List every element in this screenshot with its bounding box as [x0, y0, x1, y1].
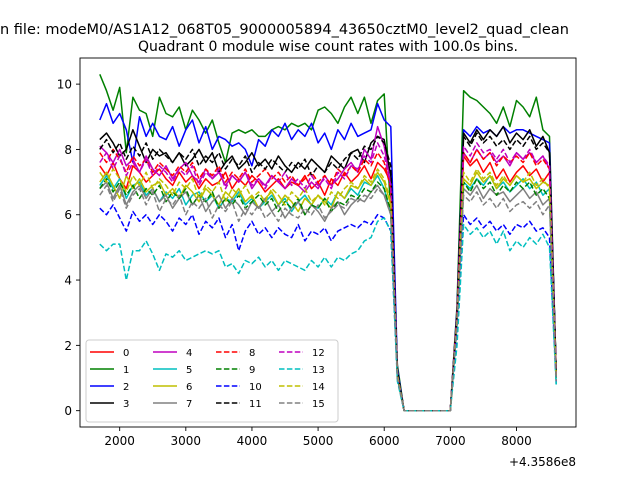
y-tick-label: 2: [64, 339, 72, 353]
x-tick-label: 8000: [501, 434, 532, 448]
x-tick-label: 4000: [237, 434, 268, 448]
x-tick-label: 5000: [303, 434, 334, 448]
series-layer: [99, 74, 557, 412]
series-line-10: [99, 204, 557, 412]
x-tick-label: 6000: [369, 434, 400, 448]
legend-label-2: 2: [123, 382, 129, 393]
legend-label-12: 12: [312, 348, 325, 359]
x-offset-label: +4.3586e8: [509, 455, 576, 469]
legend-label-4: 4: [186, 348, 192, 359]
legend-label-6: 6: [186, 382, 192, 393]
y-tick-label: 4: [64, 274, 72, 288]
y-axis-ticks: 0 2 4 6 8 10: [57, 78, 80, 418]
legend-label-1: 1: [123, 365, 129, 376]
plot-frame: [79, 57, 577, 428]
x-tick-label: 2000: [104, 434, 135, 448]
legend-label-9: 9: [249, 365, 255, 376]
chart-title: Quadrant 0 module wise count rates with …: [138, 39, 518, 55]
x-axis-ticks: 2000 3000 4000 5000 6000 7000 8000: [104, 427, 532, 448]
legend-label-10: 10: [249, 382, 262, 393]
y-tick-label: 0: [64, 404, 72, 418]
series-line-1: [99, 74, 557, 412]
series-line-14: [99, 168, 557, 412]
figure-suptitle: n file: modeM0/AS1A12_068T05_9000005894_…: [0, 22, 569, 38]
legend-label-0: 0: [123, 348, 129, 359]
legend-label-7: 7: [186, 399, 192, 410]
legend-frame: [85, 339, 339, 423]
x-tick-label: 3000: [171, 434, 202, 448]
legend-label-3: 3: [123, 399, 129, 410]
y-tick-label: 8: [64, 143, 72, 157]
legend-label-8: 8: [249, 348, 255, 359]
series-line-13: [99, 217, 557, 412]
series-line-9: [99, 178, 557, 412]
y-tick-label: 10: [57, 78, 72, 92]
legend-label-15: 15: [312, 399, 325, 410]
series-line-2: [99, 102, 557, 412]
legend-label-5: 5: [186, 365, 192, 376]
legend-label-13: 13: [312, 365, 325, 376]
series-line-12: [99, 142, 557, 412]
y-tick-label: 6: [64, 208, 72, 222]
x-tick-label: 7000: [435, 434, 466, 448]
series-line-11: [99, 132, 557, 412]
series-line-15: [99, 184, 557, 412]
series-line-8: [99, 148, 557, 412]
series-line-0: [99, 155, 557, 412]
legend-label-14: 14: [312, 382, 325, 393]
series-line-7: [99, 181, 557, 412]
legend-label-11: 11: [249, 399, 262, 410]
